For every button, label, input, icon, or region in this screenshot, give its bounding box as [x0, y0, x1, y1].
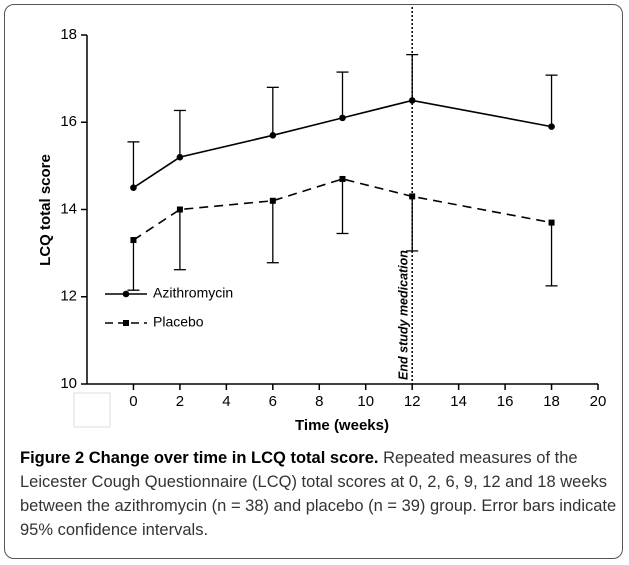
- legend-label: Azithromycin: [153, 285, 233, 301]
- legend-label: Placebo: [153, 314, 204, 330]
- x-tick-label: 6: [269, 393, 277, 410]
- point: [339, 114, 346, 122]
- x-tick-label: 8: [315, 393, 323, 410]
- figure-frame: [4, 4, 623, 559]
- error-bar: [406, 53, 419, 101]
- x-axis-label: Time (weeks): [295, 417, 389, 434]
- point: [548, 219, 555, 226]
- error-bar: [173, 109, 186, 158]
- x-tick-label: 4: [222, 393, 230, 410]
- error-bar: [127, 240, 140, 291]
- point: [339, 175, 346, 182]
- legend-marker: [122, 290, 130, 298]
- y-tick-label: 18: [60, 26, 77, 43]
- point: [409, 193, 416, 200]
- point: [408, 97, 416, 104]
- y-tick-label: 10: [60, 375, 77, 392]
- error-bar: [336, 71, 349, 118]
- legend-marker: [123, 320, 129, 326]
- x-tick-label: 2: [176, 393, 184, 410]
- x-tick-label: 0: [129, 393, 137, 410]
- point: [176, 206, 183, 213]
- caption: Figure 2 Change over time in LCQ total s…: [20, 446, 618, 542]
- point: [269, 197, 276, 204]
- error-bar: [336, 178, 349, 235]
- y-axis-label: LCQ total score: [37, 154, 54, 266]
- point: [548, 123, 555, 130]
- series-line: [133, 178, 552, 241]
- x-tick-label: 18: [543, 393, 560, 410]
- y-tick-label: 16: [60, 113, 77, 130]
- x-tick-label: 14: [450, 393, 467, 410]
- chart: LCQ total score Time (weeks) 10 12 14 16 18 0…: [37, 7, 607, 434]
- error-bar: [266, 86, 279, 136]
- x-tick-label: 16: [497, 393, 514, 410]
- x-tick-label: 12: [404, 393, 421, 410]
- y-tick-label: 14: [60, 200, 77, 217]
- error-bar: [406, 196, 419, 252]
- y-tick-label: 12: [60, 288, 77, 305]
- caption-text: Repeated measures of the Leicester Cough…: [20, 449, 617, 539]
- point: [130, 184, 137, 191]
- x-tick-label: 20: [590, 393, 607, 410]
- point: [176, 153, 184, 161]
- point: [130, 237, 137, 244]
- blank-box: [73, 392, 111, 428]
- x-tick-label: 10: [357, 393, 374, 410]
- caption-title: Figure 2 Change over time in LCQ total s…: [20, 449, 379, 467]
- error-bar: [266, 200, 279, 264]
- point: [269, 132, 277, 139]
- error-bar: [545, 74, 558, 127]
- error-bar: [545, 222, 558, 287]
- series-line: [133, 99, 552, 189]
- error-bar: [127, 141, 140, 188]
- end-medication-label: End study medication: [396, 250, 410, 380]
- error-bar: [173, 209, 186, 271]
